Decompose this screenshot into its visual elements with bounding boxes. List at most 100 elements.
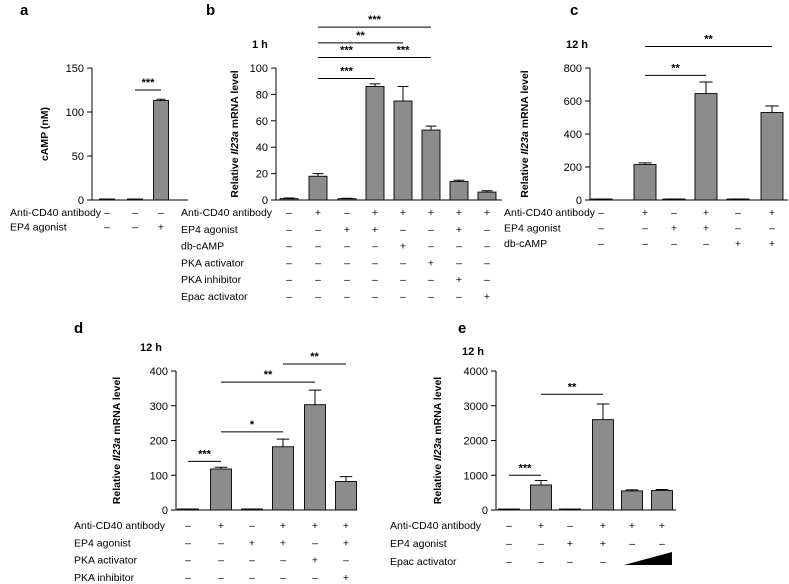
condition-sign: – (484, 224, 490, 236)
y-tick-label: 400 (564, 129, 582, 141)
condition-sign: – (185, 520, 191, 532)
condition-sign: – (703, 238, 709, 250)
bar (393, 100, 413, 201)
condition-sign: – (506, 556, 512, 568)
y-tick-label: 80 (256, 89, 268, 101)
condition-sign: – (218, 555, 224, 567)
significance-label: ** (568, 381, 577, 393)
condition-sign: – (642, 223, 648, 235)
condition-sign: – (280, 555, 286, 567)
condition-sign: – (400, 291, 406, 303)
panel-c: c 12 h 0 200 400 600 800 Relative Il23a mRNA le… (504, 2, 788, 250)
bar (153, 100, 169, 201)
condition-sign: – (218, 572, 224, 584)
condition-sign: – (249, 572, 255, 584)
condition-label: PKA activator (74, 555, 138, 567)
y-label-prefix: Relative (519, 155, 531, 198)
bar (99, 198, 115, 201)
y-tick-label: 1000 (464, 470, 488, 482)
condition-sign: + (372, 224, 378, 236)
condition-sign: + (629, 520, 635, 532)
y-tick-label: 0 (162, 505, 168, 517)
panel-letter: d (74, 320, 83, 337)
condition-sign: + (600, 520, 606, 532)
condition-sign: – (104, 207, 110, 219)
y-axis-label: Relative Il23a mRNA level (111, 377, 123, 505)
condition-sign: – (315, 241, 321, 253)
bar (335, 481, 357, 511)
condition-sign: + (315, 207, 321, 219)
condition-sign: + (343, 520, 349, 532)
condition-sign: – (312, 572, 318, 584)
condition-sign: – (735, 207, 741, 219)
condition-label: EP4 agonist (181, 224, 238, 236)
condition-sign: + (703, 207, 709, 219)
condition-sign: – (629, 538, 635, 550)
condition-sign: – (185, 555, 191, 567)
y-tick-label: 200 (564, 162, 582, 174)
condition-label: Anti-CD40 antibody (181, 207, 273, 219)
y-label-gene: Il23a (229, 131, 241, 155)
condition-sign: – (428, 274, 434, 286)
condition-sign: + (428, 257, 434, 269)
condition-sign: – (456, 241, 462, 253)
y-tick-label: 0 (78, 195, 84, 207)
condition-sign: – (484, 274, 490, 286)
bar (477, 191, 497, 201)
bar (337, 198, 357, 201)
significance-label: *** (340, 66, 354, 78)
panel-letter: b (206, 2, 215, 19)
condition-sign: – (567, 520, 573, 532)
condition-sign: – (659, 538, 665, 550)
condition-sign: + (769, 238, 775, 250)
condition-sign: – (344, 274, 350, 286)
condition-sign: – (456, 291, 462, 303)
condition-sign: – (344, 291, 350, 303)
condition-sign: – (600, 556, 606, 568)
condition-sign: – (372, 274, 378, 286)
panel-letter: c (570, 2, 578, 19)
condition-sign: – (249, 520, 255, 532)
y-tick-label: 0 (262, 195, 268, 207)
condition-sign: + (769, 207, 775, 219)
significance-label: ** (671, 62, 680, 74)
condition-sign: – (315, 257, 321, 269)
condition-sign: – (400, 257, 406, 269)
condition-sign: – (484, 241, 490, 253)
significance-label: ** (356, 30, 365, 42)
condition-label: EP4 agonist (390, 538, 447, 550)
condition-sign: – (218, 537, 224, 549)
condition-sign: + (158, 222, 164, 234)
condition-sign: – (315, 291, 321, 303)
condition-sign: + (703, 223, 709, 235)
condition-sign: + (671, 223, 677, 235)
bar (279, 198, 299, 201)
condition-sign: – (344, 207, 350, 219)
y-label-gene: Il23a (432, 438, 444, 462)
condition-sign: – (598, 223, 604, 235)
bar (210, 468, 232, 511)
bar (633, 164, 657, 201)
condition-sign: – (428, 224, 434, 236)
condition-sign: – (286, 241, 292, 253)
condition-sign: + (456, 207, 462, 219)
condition-sign: – (598, 238, 604, 250)
y-label-gene: Il23a (111, 438, 123, 462)
y-label-prefix: Relative (111, 461, 123, 504)
condition-label: Anti-CD40 antibody (74, 520, 166, 532)
y-tick-label: 600 (564, 96, 582, 108)
condition-sign: – (286, 274, 292, 286)
y-label-suffix: mRNA level (519, 70, 531, 131)
condition-sign: + (249, 537, 255, 549)
condition-label: EP4 agonist (74, 537, 131, 549)
condition-sign: + (280, 520, 286, 532)
y-tick-label: 100 (250, 63, 268, 75)
time-label: 12 h (140, 342, 162, 354)
time-label: 12 h (566, 39, 588, 51)
condition-sign: – (400, 274, 406, 286)
condition-sign: + (456, 274, 462, 286)
significance-label: *** (368, 14, 382, 26)
bar (530, 484, 552, 511)
condition-label: db-cAMP (181, 241, 224, 253)
